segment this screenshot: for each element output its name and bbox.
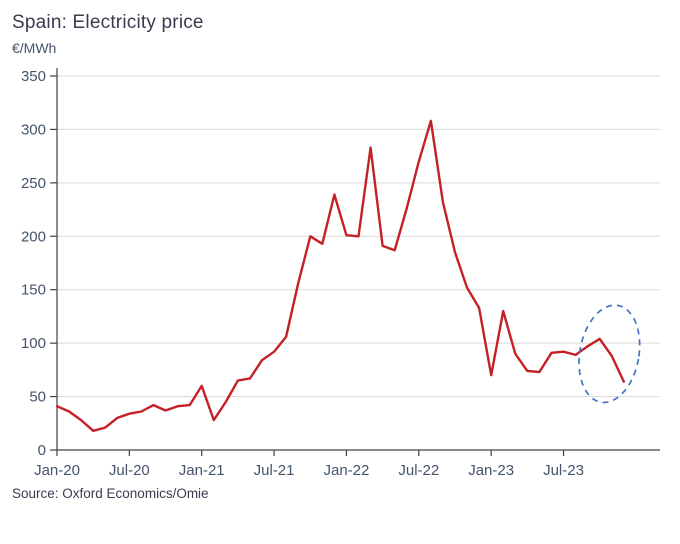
chart-title: Spain: Electricity price <box>12 12 204 33</box>
y-tick-label: 250 <box>21 175 46 192</box>
x-tick-label: Jul-23 <box>543 462 584 476</box>
x-tick-label: Jan-22 <box>324 462 370 476</box>
highlight-ellipse-annotation <box>578 304 641 404</box>
x-tick-label: Jul-21 <box>254 462 295 476</box>
y-axis-unit-label: €/MWh <box>12 40 57 56</box>
y-tick-label: 350 <box>21 68 46 85</box>
y-tick-label: 0 <box>38 442 46 459</box>
y-tick-label: 300 <box>21 121 46 138</box>
price-line-series <box>55 119 625 432</box>
x-tick-label: Jan-20 <box>34 462 80 476</box>
y-tick-label: 100 <box>21 335 46 352</box>
line-chart: 0 50 100 150 200 250 300 350 Jan-20 Jul-20 Jan-21 J… <box>21 68 660 476</box>
source-note: Source: Oxford Economics/Omie <box>12 486 209 501</box>
y-tick-label: 150 <box>21 282 46 299</box>
y-tick-label: 200 <box>21 228 46 245</box>
x-tick-label: Jan-23 <box>468 462 514 476</box>
x-tick-label: Jan-21 <box>179 462 225 476</box>
chart-header: Spain: Electricity price €/MWh <box>0 0 680 56</box>
x-tick-label: Jul-20 <box>109 462 150 476</box>
x-tick-label: Jul-22 <box>398 462 439 476</box>
y-tick-label: 50 <box>29 389 46 406</box>
